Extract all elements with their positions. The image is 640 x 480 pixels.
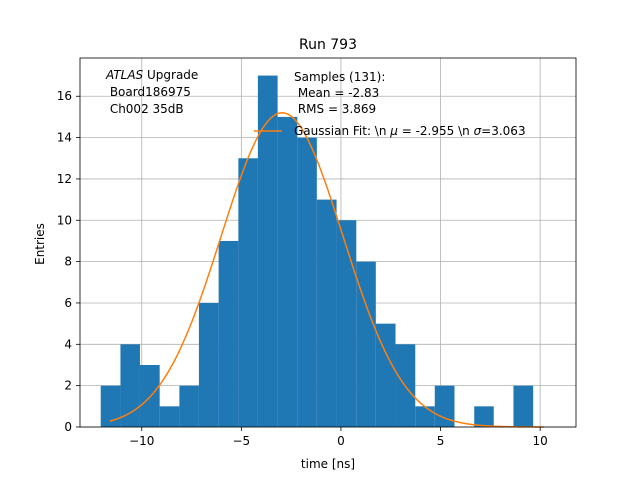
gaussian-fit-curve	[109, 112, 545, 428]
annotation-line-2: Board186975	[106, 85, 191, 99]
legend-samples-line-3: RMS = 3.869	[294, 102, 376, 116]
y-tick-label: 6	[64, 296, 72, 310]
x-tick-label: 0	[337, 434, 345, 448]
legend-samples-line-1: Samples (131):	[294, 70, 385, 84]
y-tick-label: 12	[57, 172, 72, 186]
histogram-bar	[356, 261, 376, 427]
histogram-bar	[336, 220, 357, 427]
x-tick-label: −10	[129, 434, 154, 448]
histogram-bar	[238, 158, 258, 427]
histogram-bar	[513, 385, 534, 427]
histogram-bar	[297, 137, 317, 427]
histogram-bar	[316, 199, 337, 427]
histogram-bar	[120, 344, 140, 427]
y-tick-label: 2	[64, 379, 72, 393]
histogram-bar	[474, 406, 494, 427]
histogram-bar	[100, 385, 121, 427]
histogram-bar	[218, 240, 239, 427]
y-tick-label: 10	[57, 213, 72, 227]
y-tick-label: 16	[57, 89, 72, 103]
annotation-line-1: ATLAS Upgrade	[105, 68, 198, 82]
y-tick-label: 0	[64, 420, 72, 434]
legend: Samples (131): Mean = -2.83 RMS = 3.869 …	[254, 70, 526, 138]
x-tick-label: 10	[533, 434, 548, 448]
annotation-line-3: Ch002 35dB	[106, 102, 184, 116]
x-tick-label: 5	[437, 434, 445, 448]
histogram-bars	[100, 75, 534, 428]
histogram-bar	[179, 385, 199, 427]
x-axis-label: time [ns]	[301, 457, 355, 471]
histogram-bar	[277, 116, 298, 428]
y-axis-label: Entries	[33, 223, 47, 265]
histogram-bar	[434, 385, 455, 427]
legend-fit-label: Gaussian Fit: \n μ = -2.955 \n σ=3.063	[294, 124, 526, 138]
histogram-bar	[415, 406, 435, 427]
axis-ticks: −10 −5 0 5 10 0 2 4 6 8 10 12 14 16	[57, 89, 548, 448]
axes-frame	[79, 57, 577, 428]
histogram-bar	[159, 406, 180, 427]
histogram-bar	[257, 75, 278, 428]
atlas-annotation: ATLAS Upgrade Board186975 Ch002 35dB	[105, 68, 198, 116]
y-tick-label: 8	[64, 255, 72, 269]
y-tick-label: 14	[57, 131, 72, 145]
y-tick-label: 4	[64, 337, 72, 351]
histogram-bar	[198, 302, 219, 427]
x-tick-label: −5	[232, 434, 250, 448]
fit-curve-group	[109, 112, 545, 428]
legend-samples-line-2: Mean = -2.83	[294, 86, 379, 100]
histogram-bar	[375, 323, 396, 427]
chart-title: Run 793	[299, 37, 357, 53]
